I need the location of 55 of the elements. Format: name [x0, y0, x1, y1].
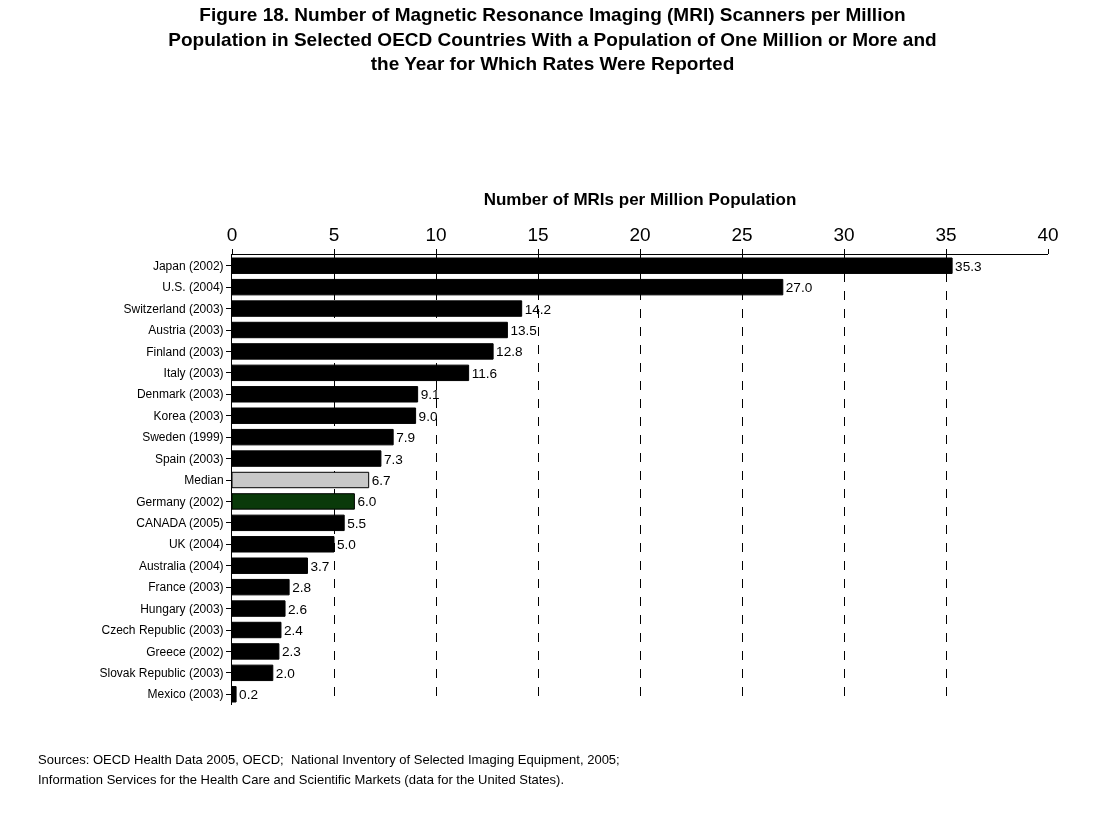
- data-label: 5.5: [347, 515, 367, 531]
- y-tick-label: U.S. (2004): [162, 280, 224, 295]
- data-label: 2.0: [275, 665, 296, 681]
- data-label: 13.5: [510, 322, 537, 338]
- data-label: 3.7: [310, 558, 330, 574]
- data-label: 35.3: [955, 258, 982, 274]
- y-tick-label: Austria (2003): [148, 323, 224, 338]
- data-label: 2.3: [281, 644, 301, 660]
- x-tick-label: 35: [935, 224, 957, 246]
- x-tick-label: 40: [1037, 224, 1059, 246]
- data-label: 6.0: [357, 494, 377, 510]
- chart-title: Figure 18. Number of Magnetic Resonance Imaging (MRI) Scanners per Million Population in Selected OECD Countries With a Population of One Million or More and the Year for Which Rates Were Reported: [168, 3, 937, 75]
- data-label: 27.0: [785, 280, 813, 296]
- data-label: 9.1: [420, 387, 440, 403]
- y-tick-label: Spain (2003): [154, 451, 224, 466]
- x-tick-label: 5: [328, 224, 340, 246]
- data-label: 7.9: [396, 430, 416, 446]
- data-label: 2.4: [283, 622, 304, 638]
- y-tick-label: UK (2004): [168, 537, 224, 552]
- data-label: 2.8: [292, 580, 312, 596]
- data-label: 14.2: [524, 301, 552, 317]
- y-tick-label: France (2003): [148, 580, 224, 595]
- data-label: 12.8: [496, 344, 523, 360]
- y-tick-label: Korea (2003): [153, 408, 224, 423]
- y-tick-label: Germany (2002): [136, 494, 224, 509]
- data-label: 6.7: [371, 472, 391, 488]
- y-tick-label: Japan (2002): [152, 258, 224, 273]
- data-label: 7.3: [383, 451, 403, 467]
- x-tick-label: 15: [527, 224, 549, 246]
- y-tick-label: Czech Republic (2003): [101, 623, 224, 638]
- x-tick-label: 25: [731, 224, 753, 246]
- y-tick-label: Finland (2003): [146, 344, 224, 359]
- x-tick-label: 0: [226, 224, 238, 246]
- data-label: 9.0: [418, 408, 438, 424]
- data-label: 5.0: [337, 537, 357, 553]
- source-note: Sources: OECD Health Data 2005, OECD; National Inventory of Selected Imaging Equipment, 2005;: [38, 752, 620, 767]
- y-tick-label: Mexico (2003): [147, 687, 224, 702]
- data-label: 11.6: [471, 365, 498, 381]
- x-tick-label: 20: [629, 224, 651, 246]
- y-tick-label: Sweden (1999): [142, 430, 224, 445]
- y-tick-label: Italy (2003): [163, 366, 224, 381]
- x-tick-label: 30: [833, 224, 855, 246]
- y-tick-label: Australia (2004): [138, 558, 224, 573]
- y-tick-label: Hungary (2003): [140, 601, 224, 616]
- y-tick-label: Denmark (2003): [136, 387, 224, 402]
- y-tick-label: Slovak Republic (2003): [99, 666, 224, 681]
- y-tick-label: Median: [184, 473, 224, 488]
- text: Information Services for the Health Care and Scientific Markets (data for the United States).: [38, 772, 565, 787]
- x-tick-label: 10: [425, 224, 447, 246]
- y-tick-label: Switzerland (2003): [123, 301, 224, 316]
- y-tick-label: Greece (2002): [146, 644, 224, 659]
- data-label: 0.2: [239, 687, 259, 703]
- x-axis-title: Number of MRIs per Million Population: [483, 189, 797, 209]
- y-tick-label: CANADA (2005): [136, 516, 224, 531]
- data-label: 2.6: [288, 601, 307, 617]
